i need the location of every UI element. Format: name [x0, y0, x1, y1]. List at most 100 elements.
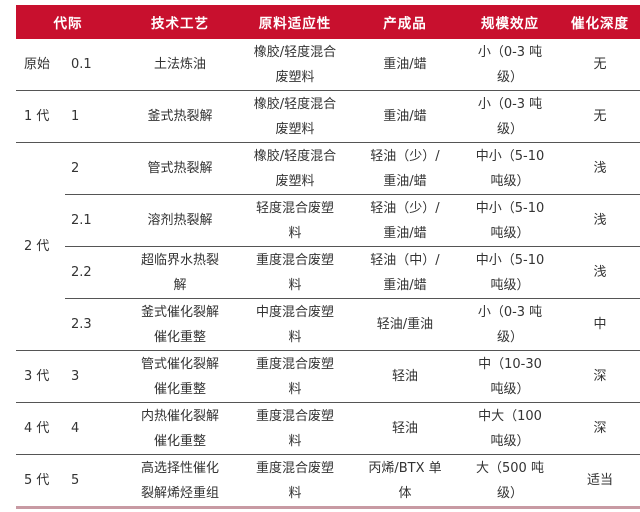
scale-cell-line: 小（0-3 吨 — [477, 44, 543, 60]
feedstock-cell: 中度混合废塑料 — [240, 298, 350, 351]
product-cell-line: 轻油（少）/ — [370, 148, 440, 164]
process-cell-line: 超临界水热裂 — [140, 252, 219, 268]
header-scale: 规模效应 — [460, 5, 560, 39]
scale-cell-line: 中小（5-10 — [475, 148, 545, 164]
process-cell-line: 釜式热裂解 — [147, 109, 213, 124]
process-cell: 超临界水热裂解 — [120, 246, 240, 299]
feedstock-cell: 橡胶/轻度混合 废塑料 — [240, 90, 350, 143]
scale-cell-line: 小（0-3 吨 — [477, 96, 543, 112]
scale-cell: 中大（100 吨级） — [460, 402, 560, 455]
product-cell: 重油/蜡 — [350, 39, 460, 91]
scale-cell: 中小（5-10 吨级） — [460, 194, 560, 247]
feedstock-cell-line: 料 — [288, 381, 302, 397]
header-generation: 代际 — [16, 5, 120, 39]
scale-cell: 小（0-3 吨级） — [460, 39, 560, 91]
product-cell-line: 丙烯/BTX 单 — [368, 460, 442, 476]
catalysis-cell: 浅 — [560, 246, 640, 299]
scale-cell-line: 吨级） — [490, 277, 530, 293]
process-cell-line: 溶剂热裂解 — [147, 213, 213, 228]
product-cell: 轻油（中）/ 重油/蜡 — [350, 246, 460, 299]
scale-cell: 中小（5-10 吨级） — [460, 246, 560, 299]
feedstock-cell-line: 重度混合废塑 — [255, 252, 334, 268]
process-cell: 釜式催化裂解 催化重整 — [120, 298, 240, 351]
stage-cell: 4 — [65, 402, 120, 455]
scale-cell: 小（0-3 吨级） — [460, 90, 560, 143]
feedstock-cell-line: 料 — [288, 329, 302, 345]
process-cell-line: 裂解烯烃重组 — [140, 485, 219, 501]
feedstock-cell-line: 料 — [288, 485, 302, 501]
catalysis-cell: 无 — [560, 90, 640, 143]
catalysis-cell: 深 — [560, 350, 640, 403]
stage-cell: 2.1 — [65, 194, 120, 247]
catalysis-cell: 中 — [560, 298, 640, 351]
product-cell-line: 重油/蜡 — [383, 173, 427, 189]
feedstock-cell: 重度混合废塑料 — [240, 454, 350, 509]
scale-cell-line: 级） — [496, 69, 523, 85]
feedstock-cell-line: 橡胶/轻度混合 — [253, 148, 337, 164]
feedstock-cell-line: 橡胶/轻度混合 — [253, 44, 337, 60]
feedstock-cell-line: 废塑料 — [275, 173, 315, 189]
scale-cell-line: 小（0-3 吨 — [477, 304, 543, 320]
feedstock-cell: 橡胶/轻度混合 废塑料 — [240, 142, 350, 195]
stage-cell: 2.3 — [65, 298, 120, 351]
scale-cell: 小（0-3 吨级） — [460, 298, 560, 351]
scale-cell-line: 级） — [496, 485, 523, 501]
table-row: 2 代 2 管式热裂解 橡胶/轻度混合 废塑料 轻油（少）/重油/蜡 中小（5-10 吨级）浅 — [16, 142, 640, 351]
generation-cell: 2 代 — [16, 142, 65, 351]
scale-cell-line: 吨级） — [490, 381, 530, 397]
process-cell: 高选择性催化 裂解烯烃重组 — [120, 454, 240, 509]
process-cell: 管式催化裂解 催化重整 — [120, 350, 240, 403]
scale-cell: 大（500 吨级） — [460, 454, 560, 509]
header-row: 代际 技术工艺 原料适应性 产成品 规模效应 催化深度 — [16, 5, 640, 39]
table-row: 2.1 溶剂热裂解 轻度混合废塑料 轻油（少）/ 重油/蜡 中小（5-10 吨级） 浅 — [16, 194, 640, 247]
catalysis-cell: 浅 — [560, 142, 640, 195]
scale-cell-line: 吨级） — [490, 173, 530, 189]
generation-cell: 原始 — [16, 39, 65, 91]
process-cell-line: 管式热裂解 — [147, 161, 213, 176]
scale-cell: 中小（5-10 吨级） — [460, 142, 560, 195]
process-cell-line: 解 — [173, 277, 187, 293]
product-cell-line: 轻油 — [391, 369, 418, 384]
feedstock-cell-line: 料 — [288, 225, 302, 241]
table-row: 原始 0.1 土法炼油 橡胶/轻度混合 废塑料 重油/蜡 小（0-3 吨级）无 — [16, 39, 640, 91]
table-body: 原始 0.1 土法炼油 橡胶/轻度混合 废塑料 重油/蜡 小（0-3 吨级）无 1 代 1 釜式热… — [16, 39, 640, 509]
process-cell-line: 高选择性催化 — [140, 460, 219, 476]
scale-cell-line: 级） — [496, 329, 523, 345]
process-cell-line: 内热催化裂解 — [140, 408, 219, 424]
header-process: 技术工艺 — [120, 5, 240, 39]
header-catalysis: 催化深度 — [560, 5, 640, 39]
stage-cell: 3 — [65, 350, 120, 403]
scale-cell-line: 中小（5-10 — [475, 252, 545, 268]
stage-cell: 2 — [65, 142, 120, 195]
table-row: 2.2 超临界水热裂解重度混合废塑料轻油（中）/重油/蜡 中小（5-10 吨级）浅 — [16, 246, 640, 299]
product-cell-line: 重油/蜡 — [383, 57, 427, 72]
catalysis-cell: 无 — [560, 39, 640, 91]
feedstock-cell: 重度混合废塑料 — [240, 350, 350, 403]
process-cell: 釜式热裂解 — [120, 90, 240, 143]
feedstock-cell: 轻度混合废塑料 — [240, 194, 350, 247]
product-cell-line: 重油/蜡 — [383, 277, 427, 293]
product-cell-line: 体 — [398, 485, 412, 501]
feedstock-cell-line: 废塑料 — [275, 121, 315, 137]
plastic-pyrolysis-technology-table: 代际 技术工艺 原料适应性 产成品 规模效应 催化深度 原始 0.1 土法炼油 橡胶/… — [16, 5, 640, 509]
feedstock-cell: 重度混合废塑料 — [240, 402, 350, 455]
process-cell-line: 催化重整 — [153, 433, 206, 449]
process-cell: 溶剂热裂解 — [120, 194, 240, 247]
generation-cell: 1 代 — [16, 90, 65, 143]
feedstock-cell-line: 料 — [288, 277, 302, 293]
product-cell-line: 轻油（少）/ — [370, 200, 440, 216]
stage-cell: 5 — [65, 454, 120, 509]
feedstock-cell: 重度混合废塑料 — [240, 246, 350, 299]
scale-cell-line: 吨级） — [490, 433, 530, 449]
product-cell: 重油/蜡 — [350, 90, 460, 143]
process-cell: 土法炼油 — [120, 39, 240, 91]
feedstock-cell: 橡胶/轻度混合 废塑料 — [240, 39, 350, 91]
process-cell-line: 釜式催化裂解 — [140, 304, 219, 320]
process-cell: 管式热裂解 — [120, 142, 240, 195]
feedstock-cell-line: 废塑料 — [275, 69, 315, 85]
stage-cell: 2.2 — [65, 246, 120, 299]
scale-cell-line: 吨级） — [490, 225, 530, 241]
scale-cell-line: 级） — [496, 121, 523, 137]
product-cell-line: 轻油（中）/ — [370, 252, 440, 268]
feedstock-cell-line: 料 — [288, 433, 302, 449]
